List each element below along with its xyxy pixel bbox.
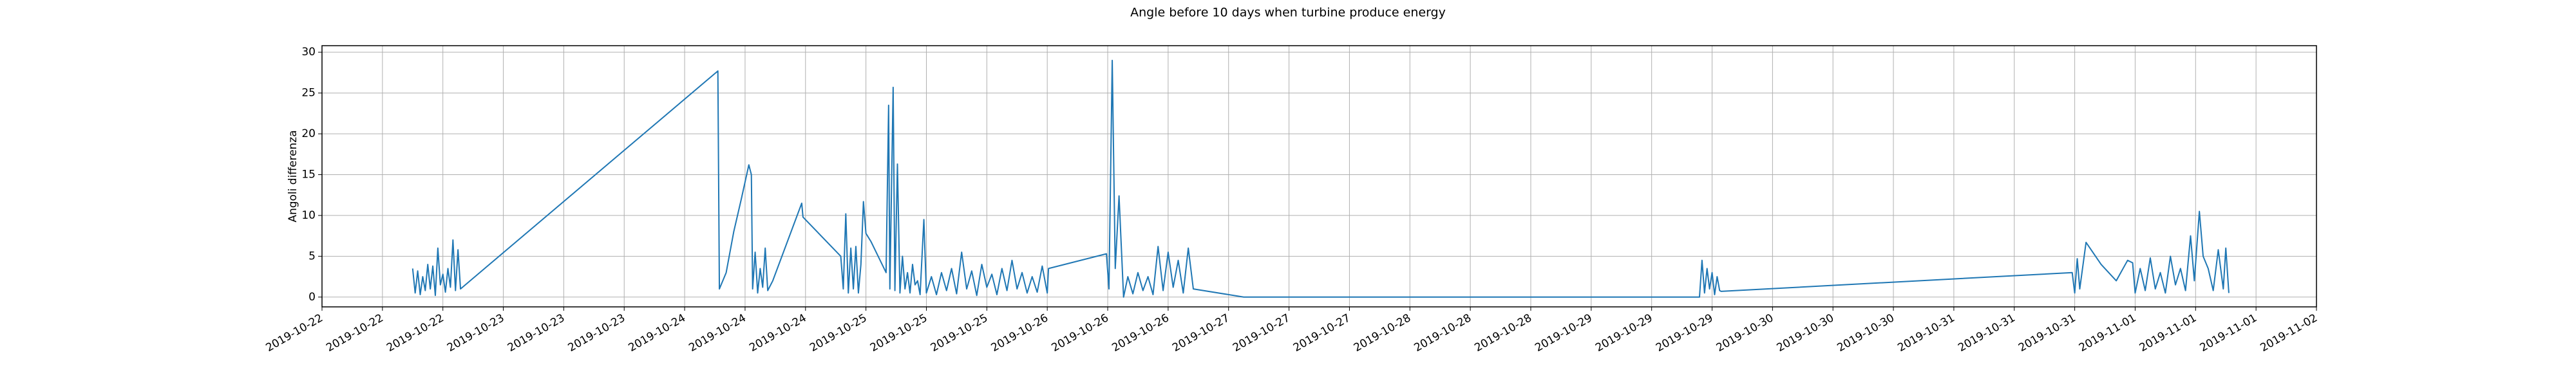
y-tick-label: 30 bbox=[301, 46, 316, 59]
data-line bbox=[412, 59, 2230, 298]
y-tick-label: 10 bbox=[301, 209, 316, 222]
plot-frame bbox=[321, 45, 2317, 308]
y-tick-label: 0 bbox=[308, 291, 316, 304]
y-tick-label: 20 bbox=[301, 127, 316, 140]
y-tick-label: 25 bbox=[301, 87, 316, 100]
y-tick-label: 5 bbox=[308, 250, 316, 262]
y-tick-label: 15 bbox=[301, 168, 316, 181]
chart-title: Angle before 10 days when turbine produc… bbox=[1130, 6, 1446, 20]
y-axis-label: Angoli differenza bbox=[287, 130, 299, 222]
